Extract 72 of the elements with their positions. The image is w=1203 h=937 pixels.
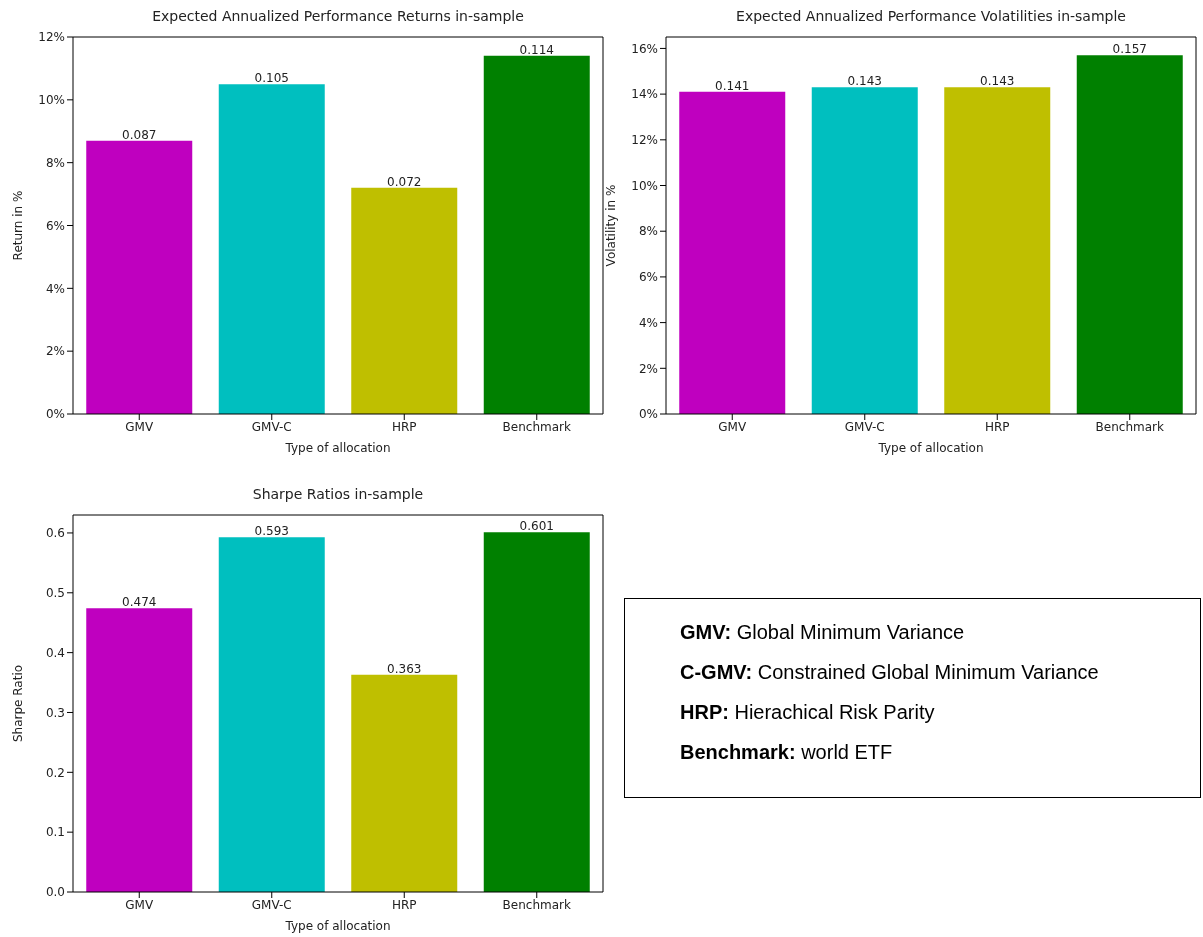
x-tick-label: GMV (718, 419, 747, 434)
data-label: 0.363 (387, 661, 422, 676)
y-tick-label: 0.4 (45, 645, 65, 660)
chart-title: Expected Annualized Performance Volatilities in-sample (735, 8, 1127, 26)
y-tick-label: 0% (45, 407, 65, 422)
bar (944, 87, 1051, 414)
y-tick-label: 6% (638, 270, 658, 285)
data-label: 0.157 (1112, 42, 1147, 57)
x-tick-label: Benchmark (1095, 419, 1164, 434)
y-tick-label: 0.5 (45, 586, 65, 601)
y-axis-title: Sharpe Ratio (11, 664, 26, 743)
y-tick-label: 0.2 (45, 765, 65, 780)
y-tick-label: 10% (631, 178, 658, 193)
y-tick-label: 8% (45, 155, 65, 170)
y-tick-label: 0.6 (45, 526, 65, 541)
bar (483, 55, 590, 414)
y-tick-label: 0.0 (45, 885, 65, 900)
y-tick-label: 8% (638, 224, 658, 239)
data-label: 0.143 (980, 74, 1015, 89)
y-tick-label: 10% (38, 93, 65, 108)
text: C-GMV: Constrained Global Minimum Variance (680, 661, 1100, 685)
y-tick-label: 0.1 (45, 825, 65, 840)
data-label: 0.072 (387, 174, 422, 189)
data-label: 0.114 (519, 42, 554, 57)
y-tick-label: 12% (38, 30, 65, 45)
y-tick-label: 6% (45, 218, 65, 233)
data-label: 0.087 (122, 127, 157, 142)
x-tick-label: GMV-C (251, 419, 292, 434)
bar (1076, 55, 1183, 414)
y-tick-label: 4% (638, 315, 658, 330)
data-label: 0.474 (122, 595, 157, 610)
bar (86, 608, 193, 892)
x-tick-label: GMV (125, 419, 154, 434)
data-label: 0.143 (847, 74, 882, 89)
y-tick-label: 12% (631, 133, 658, 148)
bar (351, 674, 458, 892)
bar (811, 87, 918, 414)
data-label: 0.141 (715, 78, 750, 93)
bar (351, 187, 458, 414)
x-tick-label: HRP (391, 419, 417, 434)
y-tick-label: 0.3 (45, 705, 65, 720)
data-label: 0.105 (254, 71, 289, 86)
bar (483, 532, 590, 892)
y-axis-title: Volatility in % (604, 184, 619, 267)
y-tick-label: 2% (638, 361, 658, 376)
x-axis-title: Type of allocation (284, 919, 391, 933)
data-label: 0.593 (254, 524, 289, 539)
bar (86, 140, 193, 414)
chart-title: Sharpe Ratios in-sample (251, 486, 425, 504)
x-tick-label: Benchmark (502, 419, 571, 434)
y-tick-label: 4% (45, 281, 65, 296)
x-tick-label: HRP (984, 419, 1010, 434)
data-label: 0.601 (519, 519, 554, 534)
x-tick-label: GMV (125, 897, 154, 912)
x-tick-label: Benchmark (502, 897, 571, 912)
text: GMV: Global Minimum Variance (680, 621, 966, 645)
x-tick-label: HRP (391, 897, 417, 912)
text: Benchmark: world ETF (680, 741, 894, 765)
x-axis-title: Type of allocation (284, 441, 391, 455)
bar (218, 537, 325, 892)
bar (679, 91, 786, 414)
y-axis-title: Return in % (11, 190, 26, 261)
text: HRP: Hierachical Risk Parity (680, 701, 936, 725)
y-tick-label: 2% (45, 344, 65, 359)
y-tick-label: 16% (631, 41, 658, 56)
y-tick-label: 14% (631, 87, 658, 102)
x-axis-title: Type of allocation (877, 441, 984, 455)
bar (218, 84, 325, 414)
y-tick-label: 0% (638, 407, 658, 422)
chart-title: Expected Annualized Performance Returns in-sample (151, 8, 525, 26)
x-tick-label: GMV-C (251, 897, 292, 912)
x-tick-label: GMV-C (844, 419, 885, 434)
